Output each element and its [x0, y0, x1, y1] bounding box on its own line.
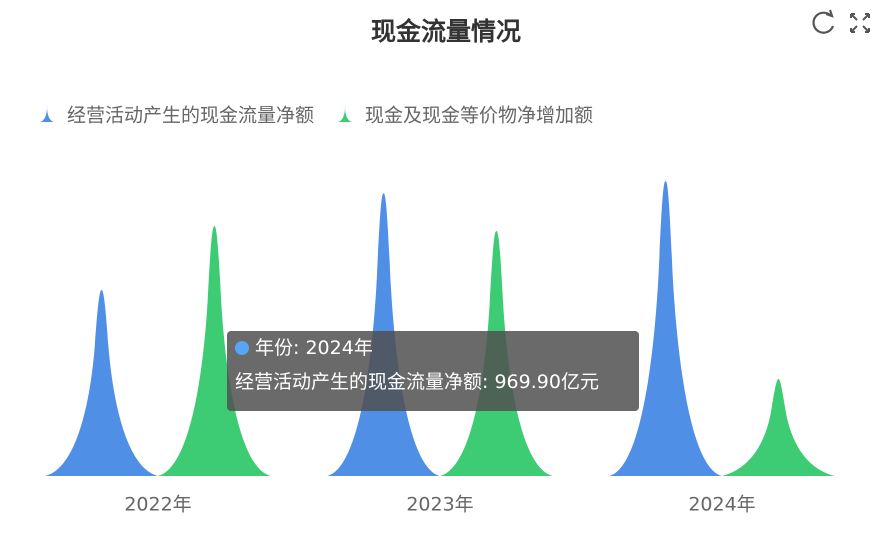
legend-item[interactable]: 现金及现金等价物净增加额 — [338, 105, 593, 127]
bar — [722, 379, 835, 476]
legend-label: 现金及现金等价物净增加额 — [365, 105, 593, 127]
tooltip-row: 经营活动产生的现金流量净额: 969.90亿元 — [235, 371, 599, 393]
tooltip: 年份: 2024年 经营活动产生的现金流量净额: 969.90亿元 — [227, 331, 639, 411]
refresh-button[interactable] — [812, 9, 835, 34]
bar — [45, 289, 159, 476]
x-tick-label: 2022年 — [124, 494, 191, 516]
tooltip-x: 2024年 — [305, 337, 373, 359]
tooltip-row: 年份: 2024年 — [235, 331, 631, 365]
x-tick-label: 2023年 — [406, 494, 473, 516]
fullscreen-button[interactable] — [850, 13, 870, 33]
tooltip-series: 经营活动产生的现金流量净额 — [235, 371, 483, 393]
refresh-icon — [812, 11, 835, 34]
legend-item[interactable]: 经营活动产生的现金流量净额 — [40, 105, 314, 127]
tooltip-marker — [235, 341, 249, 355]
bar — [609, 181, 722, 477]
legend-label: 经营活动产生的现金流量净额 — [67, 105, 314, 127]
legend-marker — [40, 106, 54, 122]
tooltip-x-name: 年份 — [255, 337, 294, 359]
x-tick-label: 2024年 — [688, 494, 755, 516]
fullscreen-icon — [850, 13, 870, 33]
chart-title: 现金流量情况 — [371, 17, 521, 46]
refresh-arrow — [825, 9, 834, 18]
tooltip-value: 969.90亿元 — [494, 371, 599, 393]
bar — [158, 226, 271, 476]
legend-marker — [338, 106, 353, 122]
